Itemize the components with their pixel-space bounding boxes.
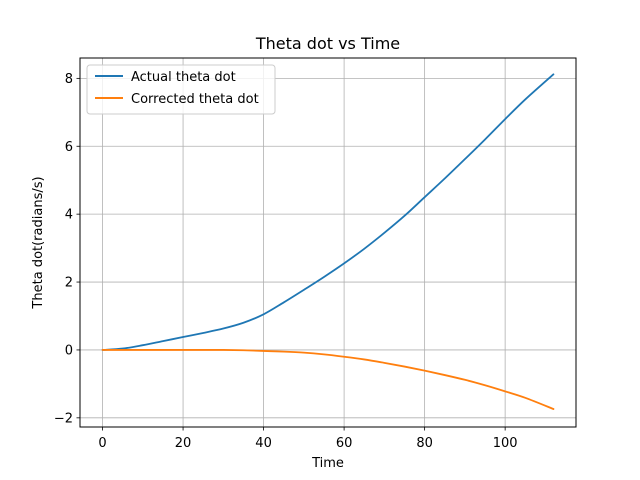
legend: Actual theta dot Corrected theta dot bbox=[86, 64, 276, 115]
y-tick-label: 0 bbox=[65, 343, 73, 358]
legend-box bbox=[86, 64, 276, 115]
y-axis-label: Theta dot(radians/s) bbox=[31, 176, 46, 309]
legend-label-actual-theta-dot: Actual theta dot bbox=[131, 70, 236, 85]
series-line-corrected-theta-dot bbox=[101, 349, 555, 410]
x-tick-label: 40 bbox=[255, 436, 272, 451]
x-tick-label: 20 bbox=[175, 436, 192, 451]
x-tick-label: 60 bbox=[336, 436, 353, 451]
y-tick-label: 2 bbox=[65, 276, 73, 291]
x-axis-label: Time bbox=[311, 456, 344, 471]
chart-title: Theta dot vs Time bbox=[255, 34, 400, 53]
y-tick-label: 8 bbox=[65, 72, 73, 87]
x-tick-label: 100 bbox=[493, 436, 518, 451]
y-tick-label: −2 bbox=[54, 411, 73, 426]
axis-ticks: 0 20 40 60 80 100 −2 0 2 4 6 8 bbox=[54, 72, 518, 451]
plot-series bbox=[101, 73, 555, 410]
legend-label-corrected-theta-dot: Corrected theta dot bbox=[131, 92, 259, 107]
y-tick-label: 6 bbox=[65, 140, 73, 155]
x-tick-label: 0 bbox=[98, 436, 106, 451]
y-tick-label: 4 bbox=[65, 208, 73, 223]
x-tick-label: 80 bbox=[416, 436, 433, 451]
series-line-actual-theta-dot bbox=[101, 73, 555, 351]
plot-area-frame bbox=[79, 57, 577, 428]
